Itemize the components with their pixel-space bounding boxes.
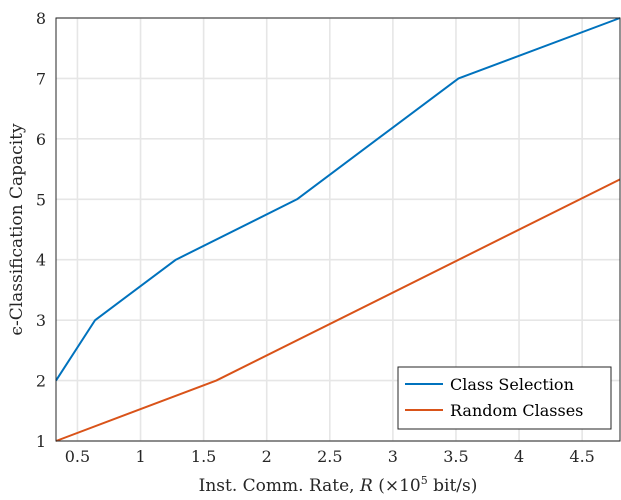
x-tick-labels: 0.5 1 1.5 2 2.5 3 3.5 4 4.5 bbox=[65, 447, 595, 466]
y-tick-labels: 1 2 3 4 5 6 7 8 bbox=[36, 9, 46, 451]
legend: Class Selection Random Classes bbox=[397, 366, 612, 430]
x-tick-label: 4.5 bbox=[569, 447, 594, 466]
x-tick-label: 2.5 bbox=[317, 447, 342, 466]
y-tick-label: 6 bbox=[36, 130, 46, 149]
x-tick-label: 1 bbox=[135, 447, 145, 466]
x-axis-label: Inst. Comm. Rate, R (×105 bit/s) bbox=[199, 474, 478, 496]
x-axis-label-unit-close: bit/s) bbox=[428, 476, 478, 496]
legend-box bbox=[397, 366, 612, 430]
x-axis-label-exponent: 5 bbox=[421, 474, 428, 487]
y-axis-label: ϵ-Classification Capacity bbox=[7, 123, 27, 336]
x-axis-label-unit-open: (×10 bbox=[373, 476, 421, 496]
x-tick-label: 0.5 bbox=[65, 447, 90, 466]
plot-frame bbox=[55, 17, 621, 442]
y-tick-label: 2 bbox=[36, 372, 46, 391]
y-tick-label: 4 bbox=[36, 251, 46, 270]
x-tick-label: 1.5 bbox=[191, 447, 216, 466]
x-axis-label-variable: R bbox=[359, 476, 373, 496]
series-layer bbox=[55, 17, 621, 442]
legend-label-class-selection: Class Selection bbox=[450, 375, 574, 394]
y-tick-label: 5 bbox=[36, 190, 46, 209]
y-tick-label: 1 bbox=[36, 432, 46, 451]
x-tick-label: 4 bbox=[514, 447, 524, 466]
series-line-random-classes bbox=[55, 178, 621, 442]
y-tick-label: 7 bbox=[36, 69, 46, 88]
x-tick-label: 2 bbox=[262, 447, 272, 466]
x-axis-label-prefix: Inst. Comm. Rate, bbox=[199, 476, 360, 496]
series-line-class-selection bbox=[55, 17, 621, 382]
y-tick-label: 8 bbox=[36, 9, 46, 28]
x-tick-label: 3.5 bbox=[443, 447, 468, 466]
legend-label-random-classes: Random Classes bbox=[450, 401, 583, 420]
x-tick-label: 3 bbox=[388, 447, 398, 466]
y-tick-label: 3 bbox=[36, 311, 46, 330]
